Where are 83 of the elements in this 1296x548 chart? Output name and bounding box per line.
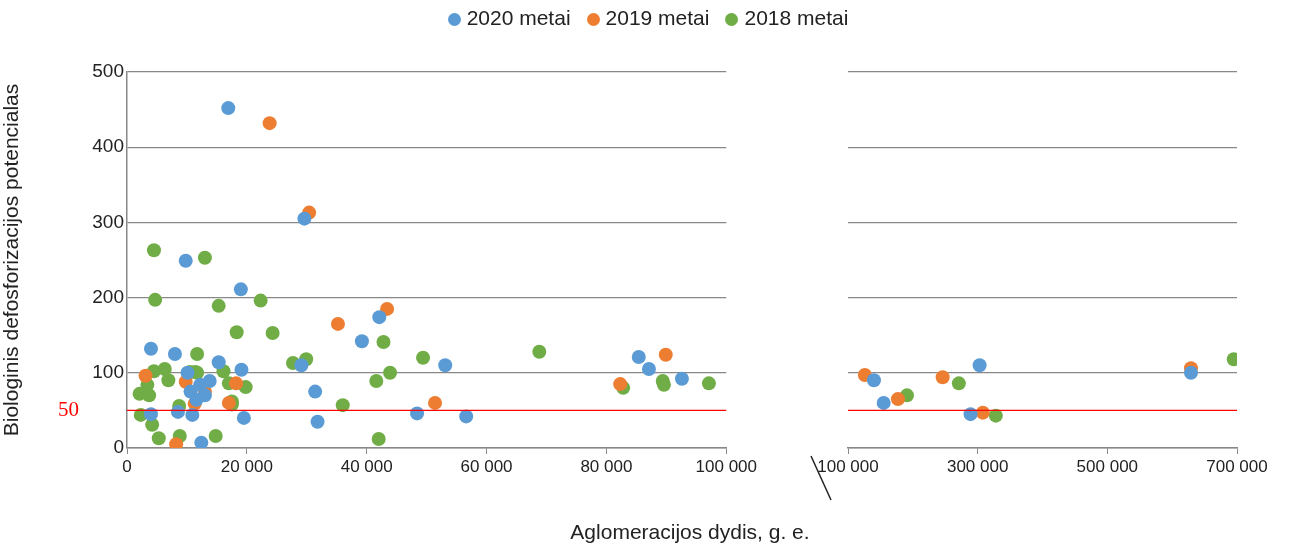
legend-label: 2020 metai <box>465 6 571 29</box>
point <box>229 376 244 391</box>
point <box>253 293 268 308</box>
x-tick-label: 500 000 <box>1076 456 1139 476</box>
y-tick-label: 400 <box>92 135 124 157</box>
x-tick-label: 40 000 <box>340 456 393 476</box>
point <box>185 407 200 422</box>
point <box>211 355 226 370</box>
x-tick-label: 80 000 <box>580 456 633 476</box>
point <box>297 211 312 226</box>
point <box>190 347 205 361</box>
point <box>221 101 236 116</box>
point <box>211 298 226 313</box>
point <box>416 350 431 365</box>
x-tick-label: 300 000 <box>946 456 1009 476</box>
y-axis-title: Biologinis defosforizacijos potencialas <box>0 83 23 437</box>
point <box>428 395 443 410</box>
point <box>234 362 249 377</box>
point <box>876 395 891 410</box>
y-tick-label: 300 <box>92 210 124 232</box>
point <box>459 409 474 424</box>
ref-line-label: 50 <box>58 396 79 421</box>
point <box>262 116 277 131</box>
x-tick-label: 20 000 <box>220 456 273 476</box>
point <box>236 410 251 425</box>
point <box>383 365 398 380</box>
point <box>146 243 161 258</box>
point <box>369 374 384 389</box>
point <box>641 362 656 377</box>
point <box>143 341 158 356</box>
x-tick-label: 60 000 <box>460 456 513 476</box>
point <box>197 250 212 265</box>
point <box>233 282 248 297</box>
point <box>148 292 163 307</box>
point <box>330 316 345 331</box>
point <box>371 431 386 446</box>
point <box>1183 365 1198 380</box>
point <box>157 362 172 377</box>
point <box>138 368 153 383</box>
point <box>183 384 198 399</box>
point <box>170 404 185 419</box>
point <box>674 371 689 386</box>
point <box>354 334 369 349</box>
point <box>194 435 209 448</box>
y-tick-label: 500 <box>92 60 124 82</box>
x-tick-label: 100 000 <box>695 456 757 476</box>
point <box>167 347 182 361</box>
point <box>890 392 905 407</box>
point <box>963 407 978 422</box>
y-tick-label: 100 <box>92 361 124 383</box>
point <box>208 428 223 443</box>
point <box>161 373 176 388</box>
point <box>178 253 193 268</box>
point <box>335 398 350 413</box>
point <box>410 406 425 421</box>
point <box>310 414 325 429</box>
point <box>265 325 280 340</box>
point <box>376 334 391 349</box>
legend-label: 2018 metai <box>743 6 849 29</box>
point <box>988 408 1003 423</box>
point <box>438 358 453 373</box>
x-tick-label: 700 000 <box>1206 456 1268 476</box>
point <box>151 431 166 446</box>
y-tick-label: 200 <box>92 285 124 307</box>
point <box>951 376 966 391</box>
point <box>308 384 323 399</box>
legend-label: 2019 metai <box>604 6 710 29</box>
point <box>294 358 309 373</box>
x-axis-title: Aglomeracijos dydis, g. e. <box>569 520 811 544</box>
point <box>658 347 673 362</box>
y-tick-label: 0 <box>113 436 124 458</box>
point <box>972 358 987 373</box>
point <box>935 370 950 385</box>
point <box>631 350 646 365</box>
point <box>701 376 716 391</box>
point <box>866 373 881 388</box>
point <box>532 344 547 359</box>
point <box>197 388 212 403</box>
point <box>380 301 395 316</box>
point <box>143 407 158 422</box>
x-tick-label: 100 000 <box>817 456 879 476</box>
point <box>229 325 244 340</box>
point <box>372 310 387 325</box>
